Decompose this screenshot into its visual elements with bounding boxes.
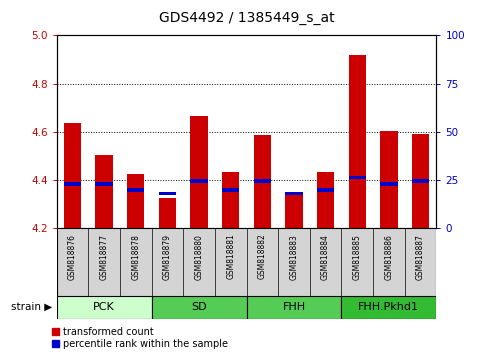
Bar (285, 193, 303, 228)
Text: GSM818879: GSM818879 (163, 234, 172, 280)
Bar (253, 136, 271, 228)
Bar (341, 296, 436, 319)
Text: GSM818878: GSM818878 (131, 234, 141, 280)
Bar (64, 182, 81, 185)
Text: PCK: PCK (93, 302, 115, 312)
Bar (349, 55, 366, 228)
Bar (412, 134, 429, 228)
Bar (152, 296, 246, 319)
Text: strain ▶: strain ▶ (10, 302, 52, 312)
Text: GSM818885: GSM818885 (352, 234, 362, 280)
Text: GSM818881: GSM818881 (226, 234, 235, 279)
Text: GDS4492 / 1385449_s_at: GDS4492 / 1385449_s_at (159, 11, 334, 25)
Legend: transformed count, percentile rank within the sample: transformed count, percentile rank withi… (52, 327, 228, 349)
Text: FHH.Pkhd1: FHH.Pkhd1 (358, 302, 420, 312)
Text: GSM818877: GSM818877 (100, 234, 108, 280)
Text: GSM818884: GSM818884 (321, 234, 330, 280)
Bar (159, 192, 176, 195)
Text: GSM818876: GSM818876 (68, 234, 77, 280)
Bar (190, 116, 208, 228)
Bar (285, 192, 303, 195)
Bar (349, 176, 366, 179)
Bar (222, 172, 240, 228)
Bar (246, 296, 341, 319)
Text: FHH: FHH (282, 302, 306, 312)
Bar (96, 155, 113, 228)
Text: GSM818883: GSM818883 (289, 234, 298, 280)
Bar (317, 188, 334, 192)
Bar (190, 179, 208, 183)
Bar (127, 188, 144, 192)
Text: GSM818886: GSM818886 (385, 234, 393, 280)
Text: GSM818887: GSM818887 (416, 234, 425, 280)
Bar (412, 179, 429, 183)
Text: GSM818880: GSM818880 (195, 234, 204, 280)
Bar (222, 188, 240, 192)
Bar (380, 131, 397, 228)
Bar (253, 179, 271, 183)
Bar (96, 182, 113, 185)
Bar (317, 172, 334, 228)
Bar (57, 296, 152, 319)
Text: GSM818882: GSM818882 (258, 234, 267, 279)
Bar (127, 174, 144, 228)
Bar (159, 198, 176, 228)
Bar (57, 228, 436, 296)
Bar (64, 124, 81, 228)
Text: SD: SD (191, 302, 207, 312)
Bar (380, 182, 397, 185)
